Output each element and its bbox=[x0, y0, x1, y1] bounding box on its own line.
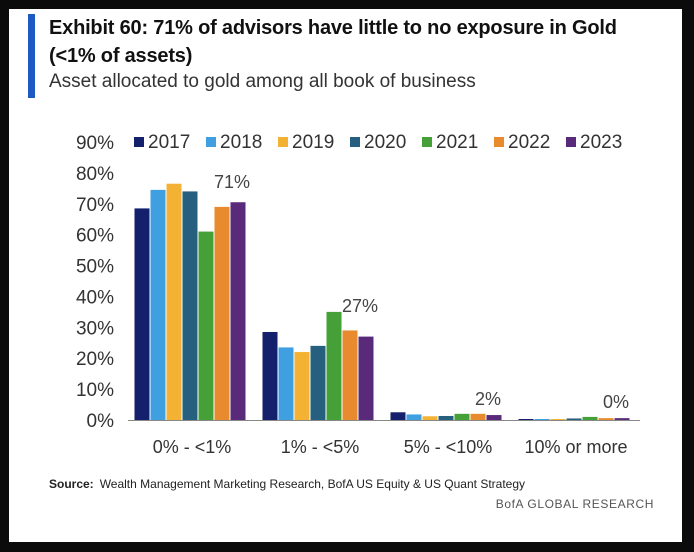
bar bbox=[486, 415, 502, 420]
data-label: 0% bbox=[603, 392, 629, 412]
y-tick-label: 70% bbox=[76, 195, 114, 216]
bar bbox=[326, 311, 342, 420]
bar bbox=[550, 419, 566, 420]
legend-swatch bbox=[278, 137, 288, 147]
legend-label: 2017 bbox=[148, 132, 190, 153]
bar bbox=[406, 414, 422, 420]
y-tick-label: 20% bbox=[76, 349, 114, 370]
legend-label: 2019 bbox=[292, 132, 334, 153]
bar bbox=[390, 412, 406, 420]
data-label: 71% bbox=[214, 172, 250, 192]
y-tick-label: 40% bbox=[76, 287, 114, 308]
chart-subtitle: Asset allocated to gold among all book o… bbox=[49, 71, 476, 92]
brand-label: BofA GLOBAL RESEARCH bbox=[495, 497, 654, 511]
x-category-label: 10% or more bbox=[524, 437, 627, 457]
source-note: Source: Wealth Management Marketing Resea… bbox=[49, 477, 649, 491]
x-category-label: 1% - <5% bbox=[281, 437, 360, 457]
bar bbox=[262, 331, 278, 420]
legend-label: 2023 bbox=[580, 132, 622, 153]
y-tick-label: 30% bbox=[76, 318, 114, 339]
source-label: Source: bbox=[49, 477, 94, 491]
bar bbox=[470, 413, 486, 420]
legend-swatch bbox=[350, 137, 360, 147]
bar bbox=[214, 206, 230, 420]
bar bbox=[358, 336, 374, 420]
bar bbox=[534, 419, 550, 420]
bar bbox=[422, 416, 438, 420]
bar bbox=[310, 345, 326, 420]
bar bbox=[342, 330, 358, 420]
bar bbox=[182, 191, 198, 420]
x-category-label: 0% - <1% bbox=[153, 437, 232, 457]
bar bbox=[582, 416, 598, 420]
y-tick-label: 60% bbox=[76, 226, 114, 247]
x-category-label: 5% - <10% bbox=[404, 437, 493, 457]
bar bbox=[438, 415, 454, 420]
legend-swatch bbox=[566, 137, 576, 147]
bar bbox=[278, 347, 294, 420]
bar bbox=[150, 189, 166, 420]
legend-swatch bbox=[494, 137, 504, 147]
bar bbox=[230, 202, 246, 420]
bar bbox=[614, 418, 630, 420]
bar bbox=[598, 418, 614, 420]
bar bbox=[454, 413, 470, 420]
chart-title: Exhibit 60: 71% of advisors have little … bbox=[49, 17, 617, 67]
legend-label: 2018 bbox=[220, 132, 262, 153]
accent-bar bbox=[28, 14, 35, 98]
legend-label: 2020 bbox=[364, 132, 406, 153]
bar bbox=[294, 352, 310, 420]
bar bbox=[518, 419, 534, 420]
y-tick-label: 80% bbox=[76, 164, 114, 185]
legend-swatch bbox=[422, 137, 432, 147]
y-tick-label: 90% bbox=[76, 133, 114, 154]
legend-label: 2022 bbox=[508, 132, 550, 153]
data-label: 2% bbox=[475, 389, 501, 409]
legend-swatch bbox=[206, 137, 216, 147]
bar bbox=[198, 231, 214, 420]
bar bbox=[566, 418, 582, 420]
bar bbox=[134, 208, 150, 420]
y-tick-label: 10% bbox=[76, 380, 114, 401]
legend-label: 2021 bbox=[436, 132, 478, 153]
y-tick-label: 50% bbox=[76, 257, 114, 278]
chart-panel bbox=[9, 9, 682, 542]
bar bbox=[166, 183, 182, 420]
source-text: Wealth Management Marketing Research, Bo… bbox=[99, 477, 526, 491]
y-tick-label: 0% bbox=[87, 411, 115, 432]
legend-swatch bbox=[134, 137, 144, 147]
data-label: 27% bbox=[342, 296, 378, 316]
